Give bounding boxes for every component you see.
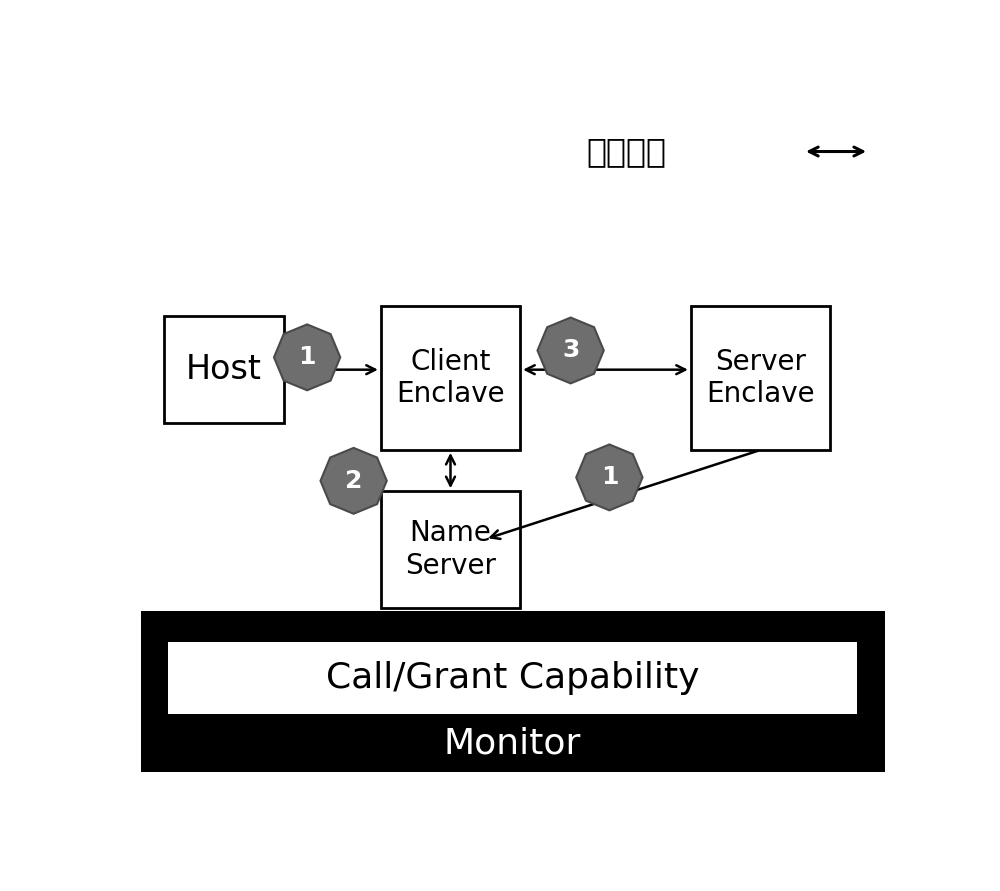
Bar xyxy=(381,306,520,450)
Text: Host: Host xyxy=(186,353,262,386)
Bar xyxy=(381,491,520,608)
Text: 通信链接: 通信链接 xyxy=(586,135,666,168)
Bar xyxy=(164,316,284,422)
Text: Name
Server: Name Server xyxy=(405,519,496,580)
Text: 3: 3 xyxy=(562,339,579,363)
Polygon shape xyxy=(274,324,340,390)
Text: Server
Enclave: Server Enclave xyxy=(706,347,815,408)
Text: 2: 2 xyxy=(345,469,362,493)
Bar xyxy=(140,611,885,772)
Text: Client
Enclave: Client Enclave xyxy=(396,347,505,408)
Text: 1: 1 xyxy=(298,346,316,370)
Polygon shape xyxy=(537,317,604,383)
Polygon shape xyxy=(576,445,643,511)
Polygon shape xyxy=(320,448,387,514)
Text: Monitor: Monitor xyxy=(444,726,581,760)
Text: Call/Grant Capability: Call/Grant Capability xyxy=(326,661,699,695)
Bar xyxy=(691,306,830,450)
Text: 1: 1 xyxy=(601,465,618,489)
Bar xyxy=(168,642,857,714)
